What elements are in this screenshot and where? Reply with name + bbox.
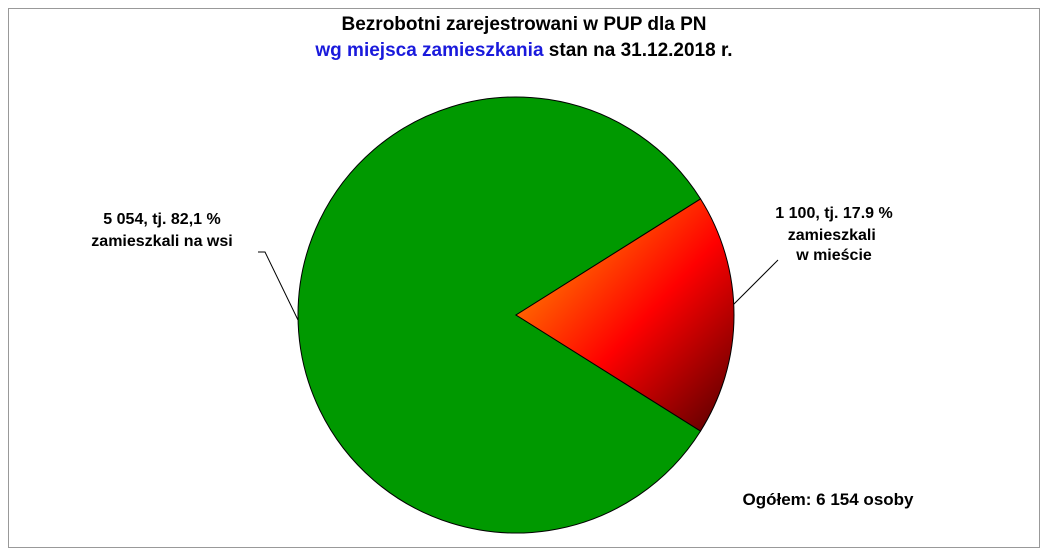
leader-line (258, 251, 299, 321)
data-label: 5 054, tj. 82,1 % (103, 211, 220, 228)
total-annotation: Ogółem: 6 154 osoby (743, 490, 915, 509)
pie-slice (515, 198, 735, 432)
chart-subtitle: wg miejsca zamieszkania stan na 31.12.20… (314, 40, 732, 61)
category-label: zamieszkali w mieście (788, 227, 881, 264)
leader-line (732, 259, 779, 306)
category-label: zamieszkali na wsi (91, 233, 232, 250)
chart-title: Bezrobotni zarejestrowani w PUP dla PN (342, 14, 707, 35)
pie-slice (297, 96, 702, 534)
subtitle-highlight: wg miejsca zamieszkania (314, 40, 544, 61)
data-label: 1 100, tj. 17.9 % (775, 205, 892, 222)
subtitle-text: stan na 31.12.2018 r. (549, 40, 733, 61)
